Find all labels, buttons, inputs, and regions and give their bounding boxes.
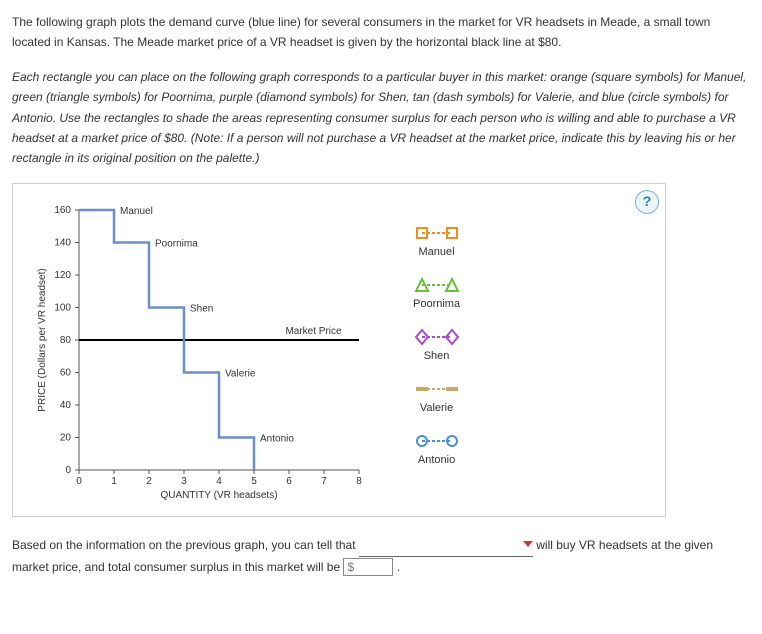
palette-item-valerie[interactable]: Valerie — [413, 380, 460, 414]
intro-paragraph-2: Each rectangle you can place on the foll… — [12, 67, 750, 169]
svg-text:160: 160 — [54, 205, 71, 216]
question-period: . — [397, 560, 400, 574]
palette-item-label: Shen — [424, 350, 450, 362]
palette-item-manuel[interactable]: Manuel — [413, 224, 460, 258]
surplus-input[interactable] — [343, 558, 393, 576]
svg-text:4: 4 — [216, 476, 222, 487]
svg-text:PRICE (Dollars per VR headset): PRICE (Dollars per VR headset) — [37, 268, 48, 411]
palette-legend: Manuel Poornima Shen Valerie Antonio — [413, 224, 460, 484]
svg-text:0: 0 — [76, 476, 82, 487]
svg-text:5: 5 — [251, 476, 257, 487]
svg-text:7: 7 — [321, 476, 327, 487]
svg-text:QUANTITY (VR headsets): QUANTITY (VR headsets) — [160, 490, 277, 500]
palette-item-poornima[interactable]: Poornima — [413, 276, 460, 310]
help-icon[interactable]: ? — [635, 190, 659, 214]
svg-text:8: 8 — [356, 476, 362, 487]
graph-panel: ? 012345678020406080100120140160QUANTITY… — [12, 183, 666, 517]
palette-item-label: Valerie — [420, 402, 453, 414]
svg-text:1: 1 — [111, 476, 117, 487]
svg-text:80: 80 — [60, 335, 72, 346]
svg-text:2: 2 — [146, 476, 152, 487]
question-line: Based on the information on the previous… — [12, 535, 750, 579]
svg-text:Manuel: Manuel — [120, 206, 153, 217]
demand-chart[interactable]: 012345678020406080100120140160QUANTITY (… — [29, 200, 389, 500]
svg-text:Poornima: Poornima — [155, 238, 198, 249]
svg-text:Market Price: Market Price — [285, 326, 342, 337]
palette-item-label: Antonio — [418, 454, 455, 466]
palette-item-shen[interactable]: Shen — [413, 328, 460, 362]
svg-text:Shen: Shen — [190, 303, 213, 314]
svg-text:6: 6 — [286, 476, 292, 487]
svg-text:100: 100 — [54, 302, 71, 313]
palette-item-antonio[interactable]: Antonio — [413, 432, 460, 466]
svg-text:120: 120 — [54, 270, 71, 281]
svg-text:Valerie: Valerie — [225, 368, 256, 379]
svg-text:40: 40 — [60, 400, 72, 411]
palette-item-label: Manuel — [419, 246, 455, 258]
intro-paragraph-1: The following graph plots the demand cur… — [12, 12, 750, 53]
svg-text:140: 140 — [54, 237, 71, 248]
svg-text:20: 20 — [60, 432, 72, 443]
svg-text:0: 0 — [65, 465, 71, 476]
svg-text:Antonio: Antonio — [260, 433, 294, 444]
palette-item-label: Poornima — [413, 298, 460, 310]
svg-text:60: 60 — [60, 367, 72, 378]
svg-text:3: 3 — [181, 476, 187, 487]
question-lead: Based on the information on the previous… — [12, 538, 356, 552]
buyers-dropdown[interactable] — [359, 535, 533, 558]
